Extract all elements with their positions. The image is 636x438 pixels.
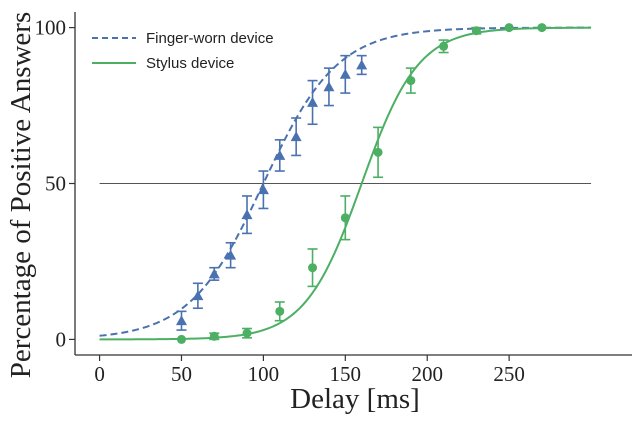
x-tick-label: 150 [330,362,362,386]
x-tick-label: 200 [411,362,443,386]
data-point-circle [504,23,514,33]
data-point-triangle [323,81,335,92]
data-point-triangle [339,68,351,79]
data-point-triangle [225,249,237,260]
x-tick-label: 250 [493,362,525,386]
x-tick-label: 50 [171,362,192,386]
data-point-circle [242,328,252,338]
data-point-circle [373,147,383,157]
data-point-circle [439,41,449,51]
x-tick-label: 100 [248,362,280,386]
data-point-circle [209,331,219,341]
x-tick-label: 0 [94,362,105,386]
data-point-triangle [356,59,368,70]
data-point-triangle [274,149,286,160]
y-tick-label: 0 [56,327,67,351]
data-point-circle [340,213,350,223]
legend: Finger-worn device Stylus device [92,30,274,72]
data-point-circle [537,23,547,33]
x-axis-title: Delay [ms] [290,383,420,415]
data-point-circle [176,334,186,344]
data-point-triangle [208,268,220,279]
data-point-triangle [257,184,269,195]
data-point-circle [308,263,318,273]
y-tick-label: 100 [35,16,67,40]
data-point-circle [471,26,481,36]
legend-label-stylus: Stylus device [146,55,234,72]
data-point-triangle [290,131,302,142]
data-point-triangle [192,290,204,301]
axes: 0 50 100 150 200 250 0 50 100 [35,12,632,386]
data-point-circle [406,76,416,86]
data-marks [175,23,547,344]
legend-label-finger: Finger-worn device [146,30,274,47]
data-point-triangle [241,209,253,220]
data-point-triangle [175,315,187,326]
y-axis-title: Percentage of Positive Answers [5,12,37,378]
data-point-triangle [307,96,319,107]
data-point-circle [275,306,285,316]
y-tick-label: 50 [45,172,66,196]
